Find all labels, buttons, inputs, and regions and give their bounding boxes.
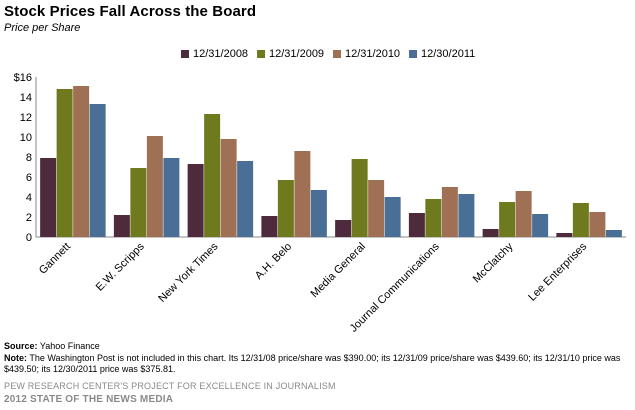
y-tick-label: 12 xyxy=(20,112,32,124)
bar xyxy=(40,158,57,237)
source-text: Yahoo Finance xyxy=(37,341,100,351)
x-tick-label: Lee Enterprises xyxy=(526,240,589,303)
bar xyxy=(499,202,516,237)
pew-credit: PEW RESEARCH CENTER'S PROJECT FOR EXCELL… xyxy=(4,381,336,391)
legend-swatch-2011 xyxy=(409,50,417,58)
bar xyxy=(384,197,401,237)
bar xyxy=(261,216,278,237)
bar xyxy=(351,159,368,237)
bar xyxy=(425,199,442,237)
bar-chart: $16 14 12 10 8 6 4 2 0 Gannett E.W. Scripps New Yor… xyxy=(14,72,626,335)
bar xyxy=(237,161,254,237)
note-label: Note: xyxy=(4,353,27,363)
y-tick-label: 10 xyxy=(20,132,32,144)
bar xyxy=(277,180,294,237)
bar xyxy=(130,168,147,237)
legend: 12/31/2008 12/31/2009 12/31/2010 12/30/2… xyxy=(0,48,635,62)
legend-swatch-2010 xyxy=(333,50,341,58)
legend-item-2008: 12/31/2008 xyxy=(181,48,248,60)
bar xyxy=(73,86,90,237)
legend-label-2011: 12/30/2011 xyxy=(421,48,476,60)
bar xyxy=(113,215,130,237)
note-text: The Washington Post is not included in t… xyxy=(4,353,621,374)
source-note: Source: Yahoo Finance xyxy=(4,341,629,352)
chart-note: Note: The Washington Post is not include… xyxy=(4,353,629,375)
legend-item-2011: 12/30/2011 xyxy=(409,48,475,60)
legend-label-2008: 12/31/2008 xyxy=(193,48,249,60)
x-tick-label: New York Times xyxy=(156,240,221,305)
bar xyxy=(572,203,589,237)
bar xyxy=(56,89,73,237)
x-tick-label: A.H. Belo xyxy=(253,241,294,282)
bar xyxy=(605,230,622,237)
x-tick-label: McClatchy xyxy=(471,240,516,285)
bar xyxy=(187,164,204,237)
bar xyxy=(408,213,425,237)
x-tick-label: E.W. Scripps xyxy=(94,240,147,293)
legend-label-2009: 12/31/2009 xyxy=(269,48,325,60)
bar xyxy=(146,136,163,237)
chart-subtitle: Price per Share xyxy=(4,22,81,34)
report-credit: 2012 STATE OF THE NEWS MEDIA xyxy=(4,394,174,405)
bar xyxy=(204,114,221,237)
chart-title: Stock Prices Fall Across the Board xyxy=(4,3,257,20)
y-tick-label: $16 xyxy=(14,72,32,84)
x-tick-label: Gannett xyxy=(37,241,73,277)
bar xyxy=(556,233,573,237)
legend-item-2010: 12/31/2010 xyxy=(333,48,400,60)
bar xyxy=(458,194,475,237)
bar xyxy=(441,187,458,237)
legend-swatch-2008 xyxy=(181,50,189,58)
legend-swatch-2009 xyxy=(257,50,265,58)
bar xyxy=(310,190,327,237)
x-tick-label: Media General xyxy=(308,241,368,301)
bar xyxy=(532,214,549,237)
bar xyxy=(589,212,606,237)
y-tick-label: 2 xyxy=(26,212,32,224)
source-label: Source: xyxy=(4,341,38,351)
bar xyxy=(335,220,352,237)
y-tick-label: 4 xyxy=(26,192,32,204)
y-tick-label: 14 xyxy=(20,92,32,104)
bar xyxy=(294,151,311,237)
bar xyxy=(482,229,499,237)
legend-item-2009: 12/31/2009 xyxy=(257,48,324,60)
bar xyxy=(515,191,532,237)
bar xyxy=(163,158,180,237)
y-tick-label: 6 xyxy=(26,172,32,184)
bar xyxy=(89,104,106,237)
y-tick-label: 8 xyxy=(26,152,32,164)
legend-label-2010: 12/31/2010 xyxy=(345,48,401,60)
bar xyxy=(220,139,237,237)
bar xyxy=(368,180,385,237)
y-tick-label: 0 xyxy=(26,232,32,244)
